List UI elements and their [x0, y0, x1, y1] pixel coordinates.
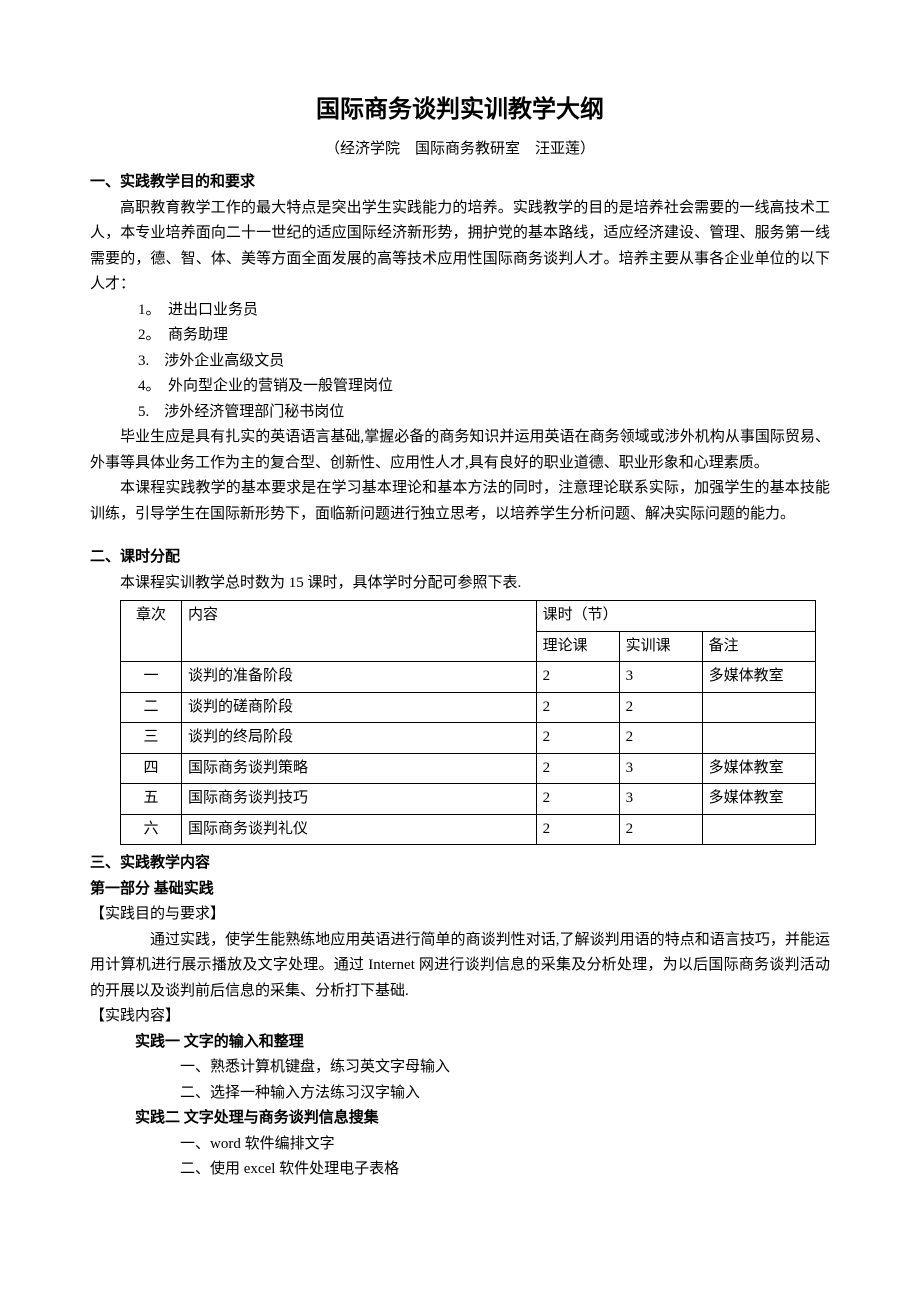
cell-practice: 2 [619, 692, 702, 723]
hours-table: 章次 内容 课时（节） 理论课 实训课 备注 一 谈判的准备阶段 2 3 多媒体… [120, 600, 816, 845]
th-theory: 理论课 [536, 631, 619, 662]
cell-theory: 2 [536, 662, 619, 693]
obj-text: 通过实践，使学生能熟练地应用英语进行简单的商谈判性对话,了解谈判用语的特点和语言… [90, 928, 830, 1005]
list-item: 5. 涉外经济管理部门秘书岗位 [90, 400, 830, 426]
cell-note: 多媒体教室 [702, 753, 815, 784]
th-practice: 实训课 [619, 631, 702, 662]
cell-practice: 2 [619, 723, 702, 754]
cell-content: 谈判的准备阶段 [182, 662, 537, 693]
cell-theory: 2 [536, 723, 619, 754]
cell-practice: 3 [619, 753, 702, 784]
doc-title: 国际商务谈判实训教学大纲 [90, 90, 830, 131]
th-note: 备注 [702, 631, 815, 662]
practice2-item: 二、使用 excel 软件处理电子表格 [90, 1157, 830, 1183]
doc-subtitle: （经济学院 国际商务教研室 汪亚莲） [90, 137, 830, 163]
cell-theory: 2 [536, 692, 619, 723]
th-hours: 课时（节） [536, 601, 815, 632]
practice1-item: 二、选择一种输入方法练习汉字输入 [90, 1081, 830, 1107]
practice2-item: 一、word 软件编排文字 [90, 1132, 830, 1158]
section3-head: 三、实践教学内容 [90, 851, 830, 877]
list-item: 4。 外向型企业的营销及一般管理岗位 [90, 374, 830, 400]
cell-practice: 3 [619, 784, 702, 815]
list-item: 2。 商务助理 [90, 323, 830, 349]
practice2-head: 实践二 文字处理与商务谈判信息搜集 [90, 1106, 830, 1132]
cell-content: 谈判的磋商阶段 [182, 692, 537, 723]
cell-theory: 2 [536, 784, 619, 815]
section2-head: 二、课时分配 [90, 545, 830, 571]
cell-ch: 三 [121, 723, 182, 754]
cell-theory: 2 [536, 753, 619, 784]
cell-note [702, 723, 815, 754]
cell-practice: 2 [619, 814, 702, 845]
content-label: 【实践内容】 [90, 1004, 830, 1030]
table-row: 四 国际商务谈判策略 2 3 多媒体教室 [121, 753, 816, 784]
s1-p1: 高职教育教学工作的最大特点是突出学生实践能力的培养。实践教学的目的是培养社会需要… [90, 196, 830, 298]
th-content: 内容 [182, 601, 537, 662]
table-row: 一 谈判的准备阶段 2 3 多媒体教室 [121, 662, 816, 693]
s1-p2: 毕业生应是具有扎实的英语语言基础,掌握必备的商务知识并运用英语在商务领域或涉外机… [90, 425, 830, 476]
cell-note [702, 692, 815, 723]
cell-ch: 四 [121, 753, 182, 784]
cell-ch: 五 [121, 784, 182, 815]
cell-content: 谈判的终局阶段 [182, 723, 537, 754]
s1-p3: 本课程实践教学的基本要求是在学习基本理论和基本方法的同时，注意理论联系实际，加强… [90, 476, 830, 527]
cell-ch: 二 [121, 692, 182, 723]
list-item: 1。 进出口业务员 [90, 298, 830, 324]
section1-head: 一、实践教学目的和要求 [90, 170, 830, 196]
cell-theory: 2 [536, 814, 619, 845]
table-row: 三 谈判的终局阶段 2 2 [121, 723, 816, 754]
table-head-row: 章次 内容 课时（节） [121, 601, 816, 632]
th-chapter: 章次 [121, 601, 182, 662]
list-item: 3. 涉外企业高级文员 [90, 349, 830, 375]
s2-intro: 本课程实训教学总时数为 15 课时，具体学时分配可参照下表. [90, 571, 830, 597]
practice1-head: 实践一 文字的输入和整理 [90, 1030, 830, 1056]
obj-label: 【实践目的与要求】 [90, 902, 830, 928]
cell-content: 国际商务谈判礼仪 [182, 814, 537, 845]
cell-note: 多媒体教室 [702, 662, 815, 693]
practice1-item: 一、熟悉计算机键盘，练习英文字母输入 [90, 1055, 830, 1081]
cell-content: 国际商务谈判技巧 [182, 784, 537, 815]
cell-note [702, 814, 815, 845]
part1-head: 第一部分 基础实践 [90, 877, 830, 903]
cell-ch: 一 [121, 662, 182, 693]
table-row: 六 国际商务谈判礼仪 2 2 [121, 814, 816, 845]
cell-content: 国际商务谈判策略 [182, 753, 537, 784]
cell-ch: 六 [121, 814, 182, 845]
table-row: 五 国际商务谈判技巧 2 3 多媒体教室 [121, 784, 816, 815]
s1-list: 1。 进出口业务员 2。 商务助理 3. 涉外企业高级文员 4。 外向型企业的营… [90, 298, 830, 426]
table-row: 二 谈判的磋商阶段 2 2 [121, 692, 816, 723]
cell-note: 多媒体教室 [702, 784, 815, 815]
cell-practice: 3 [619, 662, 702, 693]
